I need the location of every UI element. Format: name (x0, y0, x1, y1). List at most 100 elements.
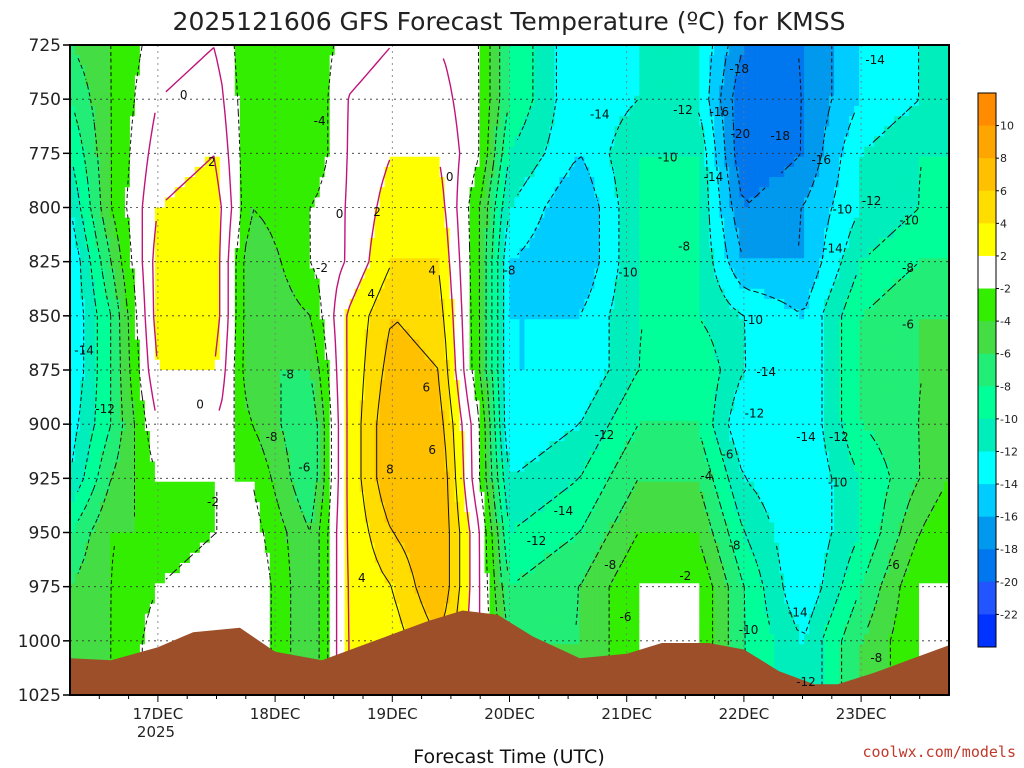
field-cell (264, 370, 271, 381)
field-cell (84, 197, 91, 209)
field-cell (329, 491, 336, 503)
field-cell (114, 288, 121, 300)
field-cell (309, 187, 316, 198)
field-cell (219, 410, 226, 422)
field-cell (274, 593, 281, 605)
field-cell (249, 593, 256, 605)
field-cell (404, 430, 411, 442)
field-cell (199, 248, 206, 259)
field-cell (339, 319, 346, 330)
field-cell (154, 116, 161, 127)
field-cell (184, 197, 191, 209)
field-cell (319, 512, 326, 523)
field-cell (134, 644, 141, 655)
field-cell (364, 441, 371, 452)
field-cell (284, 400, 291, 412)
field-cell (224, 380, 231, 391)
field-cell (309, 309, 316, 320)
field-cell (124, 623, 131, 635)
field-cell (70, 85, 76, 97)
field-cell (159, 461, 166, 473)
field-cell (234, 573, 241, 584)
field-cell (194, 166, 201, 178)
field-cell (369, 583, 376, 595)
field-cell (124, 207, 131, 219)
field-cell (319, 65, 326, 77)
field-cell (389, 542, 396, 554)
field-cell (144, 481, 151, 493)
field-cell (414, 95, 421, 107)
field-cell (259, 370, 266, 381)
field-cell (154, 187, 161, 198)
field-cell (94, 166, 101, 178)
field-cell (389, 349, 396, 361)
field-cell (279, 603, 286, 615)
field-cell (304, 441, 311, 452)
field-cell (334, 461, 341, 473)
field-cell (89, 298, 96, 310)
field-cell (249, 197, 256, 209)
field-cell (139, 166, 146, 178)
field-cell (114, 430, 121, 442)
field-cell (299, 95, 306, 107)
field-cell (434, 603, 441, 615)
field-cell (409, 288, 416, 300)
field-cell (229, 400, 236, 412)
field-cell (189, 410, 196, 422)
field-cell (149, 359, 156, 371)
field-cell (179, 166, 186, 178)
field-cell (364, 420, 371, 432)
field-cell (114, 634, 121, 645)
field-cell (194, 552, 201, 564)
field-cell (169, 268, 176, 280)
field-cell (94, 288, 101, 300)
field-cell (429, 481, 436, 493)
field-cell (334, 430, 341, 442)
field-cell (139, 532, 146, 544)
field-cell (109, 400, 116, 412)
field-cell (434, 329, 441, 341)
field-cell (84, 329, 91, 341)
field-cell (134, 390, 141, 402)
field-cell (179, 461, 186, 473)
field-cell (319, 288, 326, 300)
field-cell (259, 532, 266, 544)
field-cell (174, 197, 181, 209)
field-cell (179, 613, 186, 625)
field-cell (374, 55, 381, 66)
field-cell (274, 146, 281, 158)
field-cell (194, 319, 201, 330)
field-cell (414, 512, 421, 523)
field-cell (229, 502, 236, 513)
field-cell (154, 349, 161, 361)
field-cell (189, 177, 196, 188)
field-cell (169, 65, 176, 77)
field-cell (419, 278, 426, 290)
field-cell (434, 166, 441, 178)
field-cell (304, 502, 311, 513)
field-cell (329, 166, 336, 178)
field-cell (99, 309, 106, 320)
field-cell (304, 65, 311, 77)
field-cell (364, 471, 371, 483)
field-cell (269, 288, 276, 300)
field-cell (354, 95, 361, 107)
field-cell (319, 278, 326, 290)
field-cell (279, 166, 286, 178)
field-cell (129, 319, 136, 330)
field-cell (284, 512, 291, 523)
field-cell (359, 359, 366, 371)
field-cell (329, 359, 336, 371)
field-cell (129, 288, 136, 300)
field-cell (404, 461, 411, 473)
field-cell (219, 136, 226, 148)
field-cell (149, 552, 156, 564)
field-cell (294, 430, 301, 442)
field-cell (179, 623, 186, 635)
field-cell (349, 298, 356, 310)
field-cell (414, 583, 421, 595)
field-cell (369, 116, 376, 127)
field-cell (144, 288, 151, 300)
field-cell (364, 116, 371, 127)
field-cell (384, 370, 391, 381)
